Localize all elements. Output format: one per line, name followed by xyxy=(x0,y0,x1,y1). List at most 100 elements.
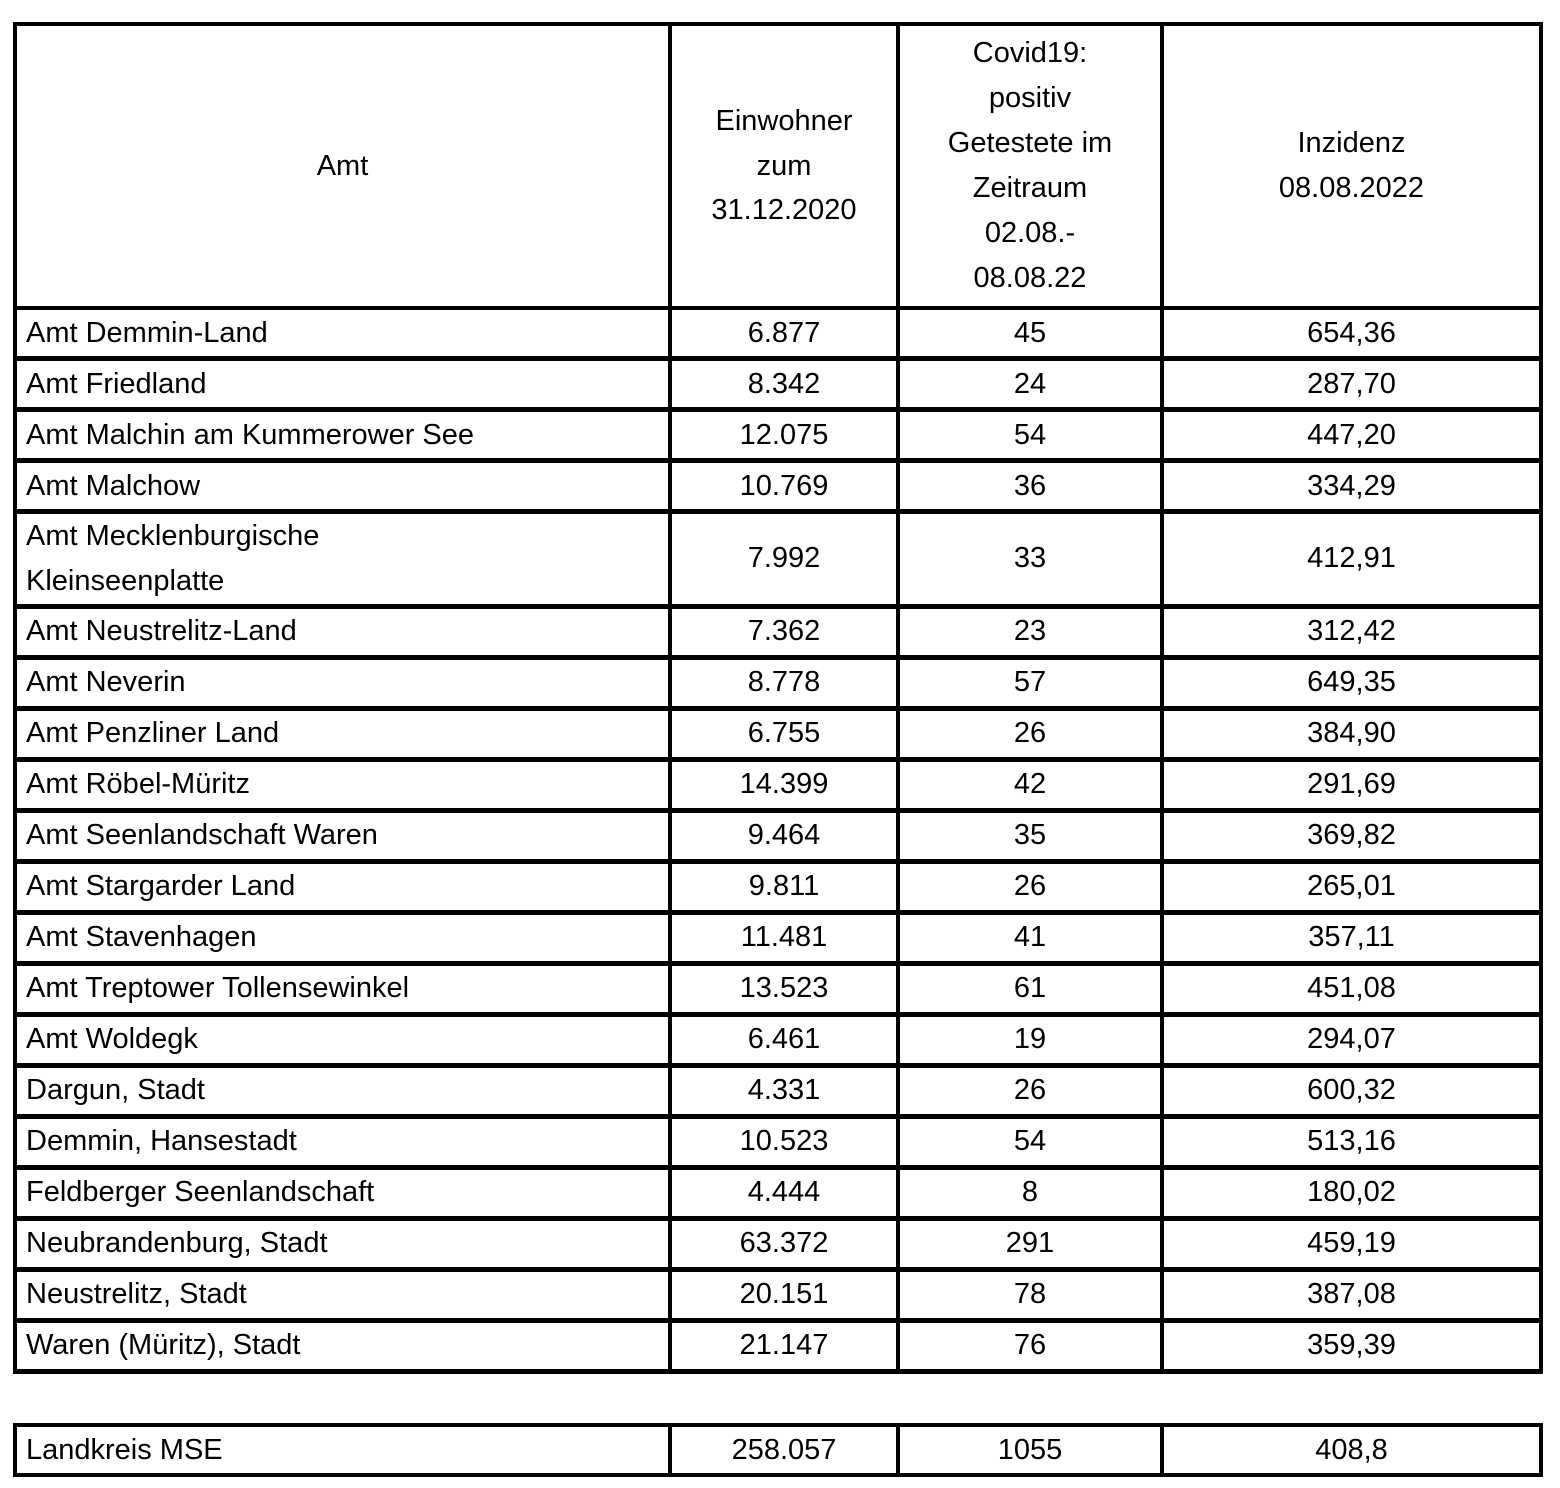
cell-inzidenz-value: 265,01 xyxy=(1160,859,1543,915)
table-row: Feldberger Seenlandschaft 4.444 8 180,02 xyxy=(13,1165,1543,1221)
table-body: Amt Demmin-Land 6.877 45 654,36 Amt Friedlan… xyxy=(13,306,1543,1374)
cell-amt-name: Landkreis MSE xyxy=(13,1423,672,1477)
cell-covid-positive-value: 45 xyxy=(896,306,1164,361)
cell-amt-name: Amt Treptower Tollensewinkel xyxy=(13,961,672,1017)
table-row: Landkreis MSE 258.057 1055 408,8 xyxy=(13,1423,1543,1477)
cell-einwohner-value: 21.147 xyxy=(668,1318,900,1374)
table-row: Neustrelitz, Stadt 20.151 78 387,08 xyxy=(13,1267,1543,1323)
cell-amt-name: Amt Woldegk xyxy=(13,1012,672,1068)
cell-covid-positive-value: 76 xyxy=(896,1318,1164,1374)
cell-covid-positive-value: 26 xyxy=(896,1063,1164,1119)
cell-covid-positive-value: 61 xyxy=(896,961,1164,1017)
cell-einwohner-value: 13.523 xyxy=(668,961,900,1017)
cell-amt-name: Dargun, Stadt xyxy=(13,1063,672,1119)
cell-covid-positive-value: 41 xyxy=(896,910,1164,966)
column-header-einwohner: Einwohner zum 31.12.2020 xyxy=(668,22,900,310)
cell-einwohner-value: 6.461 xyxy=(668,1012,900,1068)
cell-einwohner-value: 10.523 xyxy=(668,1114,900,1170)
cell-einwohner-value: 9.464 xyxy=(668,808,900,864)
cell-amt-name: Amt Seenlandschaft Waren xyxy=(13,808,672,864)
cell-inzidenz-value: 412,91 xyxy=(1160,509,1543,609)
cell-covid-positive-value: 8 xyxy=(896,1165,1164,1221)
cell-covid-positive-value: 42 xyxy=(896,757,1164,813)
table-row: Amt Demmin-Land 6.877 45 654,36 xyxy=(13,306,1543,361)
table-row: Amt Malchin am Kummerower See 12.075 54 447… xyxy=(13,407,1543,463)
table-row: Amt Seenlandschaft Waren 9.464 35 369,82 xyxy=(13,808,1543,864)
covid-incidence-table: Amt Einwohner zum 31.12.2020 Covid19: po… xyxy=(13,22,1543,1374)
table-row: Amt Neustrelitz-Land 7.362 23 312,42 xyxy=(13,604,1543,660)
cell-amt-name: Amt Stargarder Land xyxy=(13,859,672,915)
cell-einwohner-value: 10.769 xyxy=(668,458,900,514)
table-row: Amt Mecklenburgische Kleinseenplatte 7.99… xyxy=(13,509,1543,609)
cell-amt-name: Amt Mecklenburgische Kleinseenplatte xyxy=(13,509,672,609)
cell-einwohner-value: 6.755 xyxy=(668,706,900,762)
cell-einwohner-value: 8.342 xyxy=(668,356,900,412)
cell-amt-name: Amt Röbel-Müritz xyxy=(13,757,672,813)
table-row: Waren (Müritz), Stadt 21.147 76 359,39 xyxy=(13,1318,1543,1374)
column-header-inzidenz: Inzidenz 08.08.2022 xyxy=(1160,22,1543,310)
table-row: Amt Stavenhagen 11.481 41 357,11 xyxy=(13,910,1543,966)
cell-inzidenz-value: 447,20 xyxy=(1160,407,1543,463)
cell-inzidenz-value: 654,36 xyxy=(1160,306,1543,361)
cell-inzidenz-value: 180,02 xyxy=(1160,1165,1543,1221)
cell-inzidenz-value: 408,8 xyxy=(1160,1423,1543,1477)
cell-amt-name: Amt Malchow xyxy=(13,458,672,514)
cell-covid-positive-value: 19 xyxy=(896,1012,1164,1068)
cell-inzidenz-value: 291,69 xyxy=(1160,757,1543,813)
cell-inzidenz-value: 451,08 xyxy=(1160,961,1543,1017)
cell-inzidenz-value: 600,32 xyxy=(1160,1063,1543,1119)
cell-inzidenz-value: 387,08 xyxy=(1160,1267,1543,1323)
table-row: Amt Friedland 8.342 24 287,70 xyxy=(13,356,1543,412)
cell-amt-name: Amt Neverin xyxy=(13,655,672,711)
cell-amt-name: Amt Penzliner Land xyxy=(13,706,672,762)
table-row: Dargun, Stadt 4.331 26 600,32 xyxy=(13,1063,1543,1119)
cell-covid-positive-value: 35 xyxy=(896,808,1164,864)
cell-einwohner-value: 12.075 xyxy=(668,407,900,463)
cell-covid-positive-value: 24 xyxy=(896,356,1164,412)
header-row: Amt Einwohner zum 31.12.2020 Covid19: po… xyxy=(13,22,1543,310)
cell-covid-positive-value: 33 xyxy=(896,509,1164,609)
cell-amt-name: Demmin, Hansestadt xyxy=(13,1114,672,1170)
cell-einwohner-value: 11.481 xyxy=(668,910,900,966)
table-row: Amt Woldegk 6.461 19 294,07 xyxy=(13,1012,1543,1068)
table-row: Amt Malchow 10.769 36 334,29 xyxy=(13,458,1543,514)
column-header-covid-positive: Covid19: positiv Getestete im Zeitraum 0… xyxy=(896,22,1164,310)
cell-einwohner-value: 7.362 xyxy=(668,604,900,660)
cell-amt-name: Amt Friedland xyxy=(13,356,672,412)
column-header-amt: Amt xyxy=(13,22,672,310)
cell-inzidenz-value: 513,16 xyxy=(1160,1114,1543,1170)
landkreis-summary-table: Landkreis MSE 258.057 1055 408,8 xyxy=(13,1423,1543,1477)
cell-inzidenz-value: 357,11 xyxy=(1160,910,1543,966)
cell-covid-positive-value: 26 xyxy=(896,706,1164,762)
table-row: Neubrandenburg, Stadt 63.372 291 459,19 xyxy=(13,1216,1543,1272)
cell-amt-name: Amt Demmin-Land xyxy=(13,306,672,361)
cell-einwohner-value: 258.057 xyxy=(668,1423,900,1477)
cell-einwohner-value: 4.444 xyxy=(668,1165,900,1221)
cell-inzidenz-value: 294,07 xyxy=(1160,1012,1543,1068)
cell-einwohner-value: 6.877 xyxy=(668,306,900,361)
cell-amt-name: Amt Malchin am Kummerower See xyxy=(13,407,672,463)
cell-amt-name: Feldberger Seenlandschaft xyxy=(13,1165,672,1221)
cell-amt-name: Neustrelitz, Stadt xyxy=(13,1267,672,1323)
cell-covid-positive-value: 54 xyxy=(896,407,1164,463)
cell-covid-positive-value: 54 xyxy=(896,1114,1164,1170)
cell-amt-name: Amt Stavenhagen xyxy=(13,910,672,966)
cell-covid-positive-value: 23 xyxy=(896,604,1164,660)
cell-covid-positive-value: 57 xyxy=(896,655,1164,711)
cell-inzidenz-value: 649,35 xyxy=(1160,655,1543,711)
cell-inzidenz-value: 359,39 xyxy=(1160,1318,1543,1374)
cell-inzidenz-value: 334,29 xyxy=(1160,458,1543,514)
cell-einwohner-value: 14.399 xyxy=(668,757,900,813)
cell-inzidenz-value: 312,42 xyxy=(1160,604,1543,660)
table-row: Amt Röbel-Müritz 14.399 42 291,69 xyxy=(13,757,1543,813)
table-row: Amt Penzliner Land 6.755 26 384,90 xyxy=(13,706,1543,762)
table-row: Demmin, Hansestadt 10.523 54 513,16 xyxy=(13,1114,1543,1170)
table-row: Amt Stargarder Land 9.811 26 265,01 xyxy=(13,859,1543,915)
summary-table-body: Landkreis MSE 258.057 1055 408,8 xyxy=(13,1423,1543,1477)
cell-einwohner-value: 20.151 xyxy=(668,1267,900,1323)
cell-einwohner-value: 4.331 xyxy=(668,1063,900,1119)
cell-inzidenz-value: 459,19 xyxy=(1160,1216,1543,1272)
cell-inzidenz-value: 287,70 xyxy=(1160,356,1543,412)
cell-einwohner-value: 9.811 xyxy=(668,859,900,915)
cell-einwohner-value: 7.992 xyxy=(668,509,900,609)
